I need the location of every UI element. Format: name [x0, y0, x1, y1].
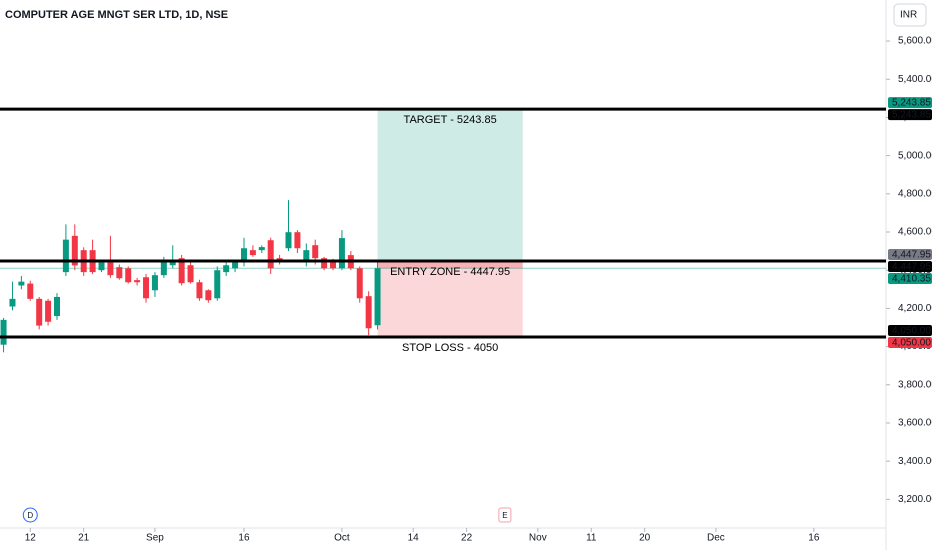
stop-zone: [377, 261, 523, 338]
candle-body: [276, 258, 283, 261]
candle-body: [178, 258, 185, 284]
candle-body: [125, 268, 132, 283]
y-tick-label: 3,400.00: [898, 456, 932, 467]
candle-body: [36, 298, 43, 326]
candle-body: [0, 319, 7, 345]
candle-body: [196, 282, 203, 299]
candle-body: [27, 283, 34, 299]
candle-body: [374, 268, 381, 326]
candle-body: [169, 260, 176, 266]
y-tick-label: 5,600.00: [898, 36, 932, 47]
price-badge: [888, 249, 932, 261]
price-badge-label: 4,410.35: [892, 274, 931, 285]
target-zone: [377, 109, 523, 262]
x-tick-label: Oct: [334, 533, 350, 544]
candle-body: [187, 265, 194, 283]
x-tick-label: 21: [78, 533, 90, 544]
price-badge: [888, 273, 932, 285]
candle-body: [303, 250, 310, 263]
price-badge-label: 4,050.00: [892, 338, 931, 349]
candle-body: [107, 262, 114, 276]
currency-box[interactable]: [893, 3, 927, 27]
x-tick-label: Nov: [529, 533, 547, 544]
candle-body: [160, 262, 167, 276]
price-badge-label: 4,447.95: [892, 250, 931, 261]
candle-body: [223, 265, 230, 273]
x-tick-label: 16: [808, 533, 820, 544]
y-tick-label: 4,800.00: [898, 188, 932, 199]
price-badge: [888, 337, 932, 349]
open-loss-zone: [377, 261, 523, 269]
candle-body: [330, 262, 337, 269]
y-tick-label: 3,600.00: [898, 418, 932, 429]
candle-body: [214, 270, 221, 299]
candle-body: [249, 250, 256, 256]
candle-body: [294, 232, 301, 249]
candle-body: [285, 232, 292, 249]
price-badge-label: 4,447.95: [892, 262, 931, 273]
candle-body: [267, 240, 274, 269]
y-tick-label: 4,600.00: [898, 227, 932, 238]
x-tick-label: Sep: [146, 533, 164, 544]
level-label: ENTRY ZONE - 4447.95: [390, 266, 510, 278]
y-tick-label: 5,000.00: [898, 150, 932, 161]
y-tick-label: 3,800.00: [898, 379, 932, 390]
event-label: E: [502, 511, 507, 520]
price-badge-label: 5,243.85: [892, 98, 931, 109]
y-tick-label: 3,200.00: [898, 494, 932, 505]
candle-body: [338, 238, 345, 269]
candle-body: [258, 247, 265, 251]
candle-body: [18, 281, 25, 286]
candle-body: [151, 275, 158, 291]
candle-body: [134, 280, 141, 283]
currency[interactable]: INR: [900, 10, 917, 21]
price-badge-label: 4,050.00: [892, 326, 931, 337]
x-tick-label: 12: [25, 533, 37, 544]
candle-body: [356, 268, 363, 299]
x-tick-label: Dec: [707, 533, 725, 544]
event-marker: [498, 507, 512, 523]
x-tick-label: 22: [461, 533, 473, 544]
price-badge: [888, 325, 932, 337]
candle-body: [45, 300, 52, 322]
price-badge: [888, 109, 932, 121]
y-tick-label: 4,200.00: [898, 303, 932, 314]
x-tick-label: 16: [238, 533, 250, 544]
candle-body: [53, 296, 60, 317]
candle-body: [9, 298, 16, 307]
candle-body: [205, 290, 212, 301]
candle-body: [240, 248, 247, 263]
level-label: STOP LOSS - 4050: [402, 342, 498, 354]
candle-body: [232, 262, 239, 269]
event-label: D: [27, 511, 33, 520]
candle-body: [312, 245, 319, 259]
candle-body: [98, 262, 105, 271]
price-badge: [888, 261, 932, 273]
candle-body: [365, 296, 372, 329]
x-tick-label: 11: [586, 533, 597, 544]
candle-body: [143, 277, 150, 299]
x-tick-label: 14: [408, 533, 420, 544]
y-tick-label: 5,400.00: [898, 74, 932, 85]
price-badge: [888, 97, 932, 109]
candle-body: [321, 258, 328, 269]
price-badge-label: 5,243.85: [892, 110, 931, 121]
event-marker: [22, 507, 38, 523]
level-label: TARGET - 5243.85: [404, 114, 497, 126]
x-tick-label: 20: [639, 533, 651, 544]
candle-body: [62, 239, 69, 273]
candle-body: [71, 235, 78, 266]
chart-title: COMPUTER AGE MNGT SER LTD, 1D, NSE: [5, 9, 228, 21]
candle-body: [116, 267, 123, 279]
